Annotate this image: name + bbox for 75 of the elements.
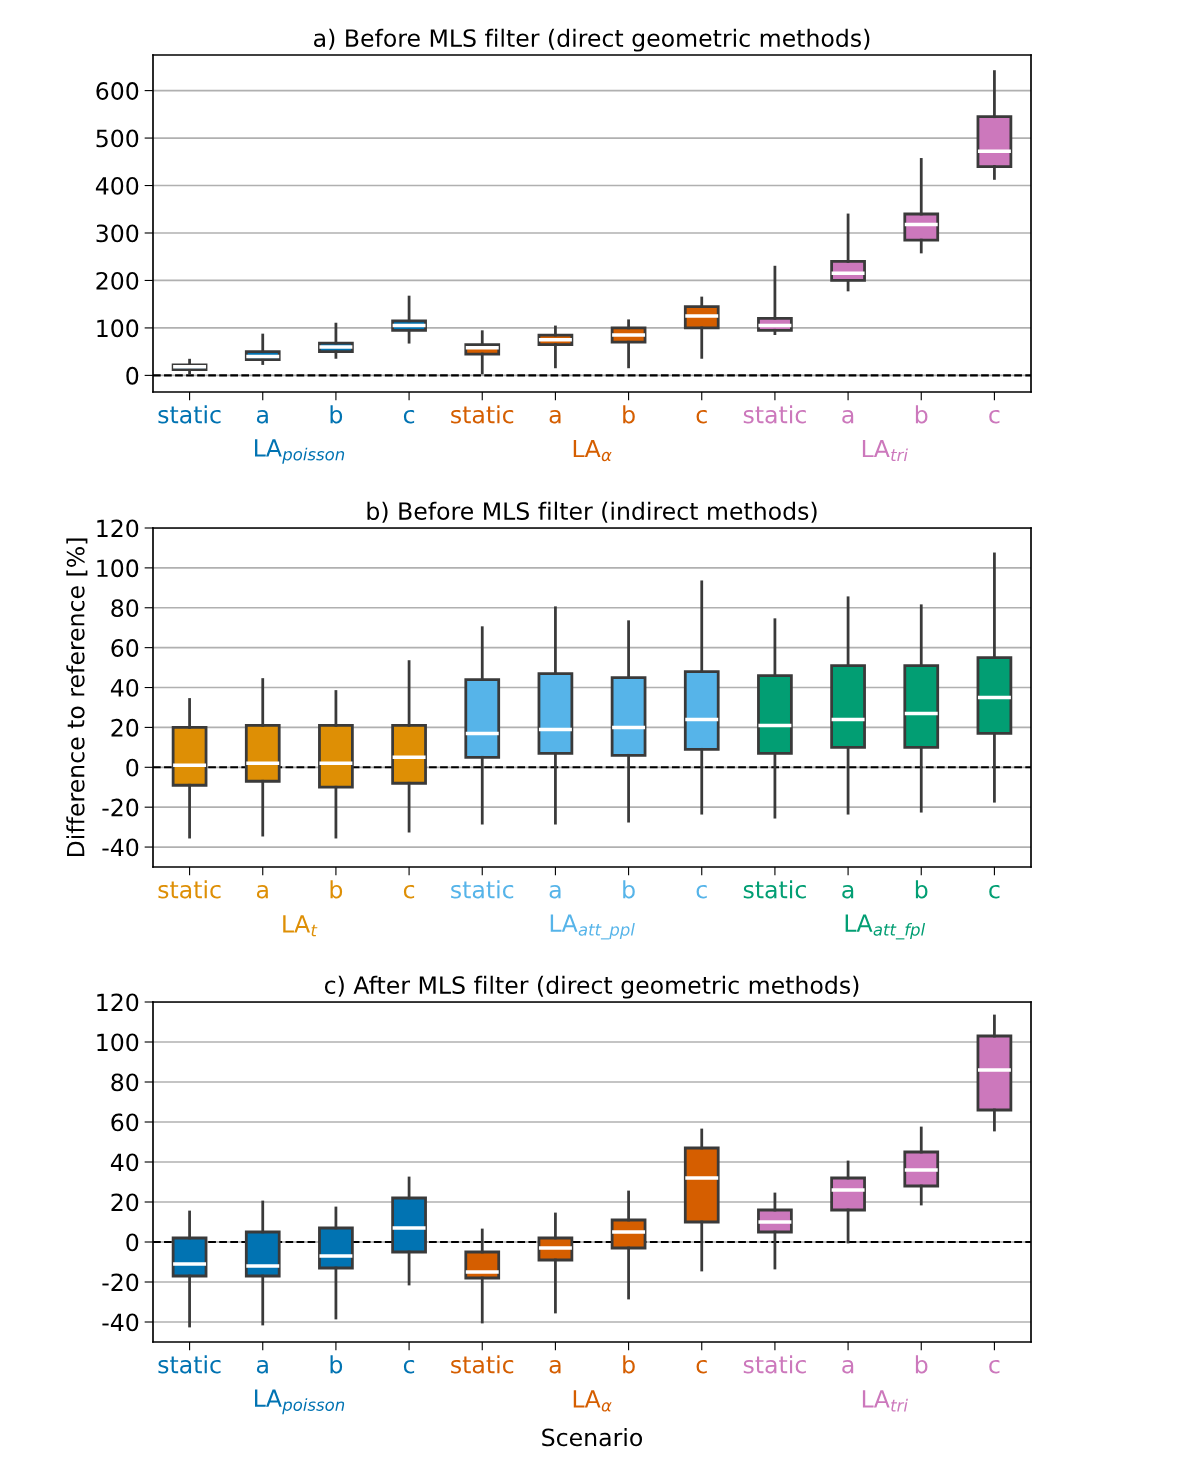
y-tick-label: 0 [126, 758, 139, 777]
x-tick-label: static [158, 880, 221, 899]
x-tick-label: a [256, 409, 268, 424]
x-tick-label: c [403, 884, 415, 899]
x-tick-label: b [330, 405, 343, 424]
chart-title: a) Before MLS filter (direct geometric methods) [314, 28, 870, 52]
y-tick-label: 120 [97, 993, 139, 1012]
y-tick-label: 600 [96, 82, 139, 100]
x-tick-label: static [451, 405, 514, 424]
y-tick-label: -40 [102, 1313, 139, 1332]
y-tick-label: 400 [95, 176, 139, 195]
y-tick-label: 100 [97, 1033, 139, 1052]
x-tick-label: a [842, 1359, 854, 1374]
y-tick-label: 60 [111, 1113, 139, 1132]
y-tick-label: 100 [97, 559, 139, 578]
x-tick-label: static [743, 1355, 806, 1374]
text: LA$_{att_fpl}$ [845, 914, 926, 940]
x-axis-title: Scenario [542, 1428, 643, 1447]
x-tick-label: static [451, 1355, 514, 1374]
y-tick-label: 60 [111, 639, 139, 657]
x-tick-label: b [915, 1355, 928, 1374]
y-tick-label: 40 [110, 678, 139, 697]
y-tick-label: 100 [97, 319, 139, 338]
y-tick-label: 500 [96, 129, 139, 148]
x-tick-label: static [158, 405, 221, 424]
y-tick-label: 80 [111, 1073, 139, 1092]
y-tick-label: 200 [96, 271, 139, 290]
text: LA$_{α}$ [573, 439, 612, 462]
text: LA$_{tri}$ [862, 439, 908, 461]
x-tick-label: b [915, 880, 928, 899]
text: LA$_{α}$ [573, 1390, 612, 1412]
y-tick-label: 40 [110, 1153, 139, 1172]
x-tick-label: c [696, 1359, 707, 1374]
x-tick-label: b [623, 1355, 635, 1374]
x-tick-label: b [915, 405, 928, 424]
y-axis-title: Difference to reference [%] [66, 538, 88, 857]
x-tick-label: a [256, 884, 268, 899]
x-tick-label: c [696, 884, 707, 899]
x-tick-label: c [403, 1359, 415, 1374]
x-tick-label: a [842, 409, 854, 424]
x-tick-label: b [330, 1355, 343, 1374]
x-tick-label: b [330, 880, 343, 899]
y-tick-label: 80 [111, 599, 139, 618]
y-tick-label: 20 [111, 1193, 139, 1212]
x-tick-label: a [549, 409, 561, 424]
x-tick-label: c [989, 409, 1000, 424]
y-tick-label: -20 [102, 798, 139, 817]
chart-title: b) Before MLS filter (indirect methods) [367, 501, 817, 523]
text: LA$_{att_ppl}$ [550, 914, 635, 940]
chart-title: c) After MLS filter (direct geometric methods) [324, 975, 859, 999]
x-tick-label: c [403, 409, 415, 424]
x-tick-label: c [989, 1359, 1000, 1374]
x-tick-label: a [842, 884, 854, 899]
y-tick-label: 120 [97, 519, 139, 538]
x-tick-label: a [549, 1359, 561, 1374]
y-tick-label: 20 [111, 718, 139, 737]
y-tick-label: -20 [102, 1273, 139, 1292]
text: LA$_{poisson}$ [255, 439, 345, 464]
text: LA$_{poisson}$ [255, 1389, 345, 1415]
text: LA$_{tri}$ [862, 1390, 908, 1412]
text: LA$_{t}$ [283, 915, 318, 937]
x-tick-label: static [743, 880, 806, 899]
x-tick-label: c [989, 884, 1000, 899]
x-tick-label: static [743, 405, 806, 424]
x-tick-label: b [623, 405, 635, 424]
x-tick-label: a [549, 884, 561, 899]
x-tick-label: static [158, 1355, 221, 1374]
x-tick-label: c [696, 409, 707, 424]
x-tick-label: a [256, 1359, 268, 1374]
x-tick-label: b [623, 880, 635, 899]
y-tick-label: 0 [126, 1233, 139, 1252]
y-tick-label: 0 [126, 366, 139, 385]
y-tick-label: -40 [102, 838, 139, 857]
y-tick-label: 300 [96, 224, 139, 243]
x-tick-label: static [451, 880, 514, 899]
